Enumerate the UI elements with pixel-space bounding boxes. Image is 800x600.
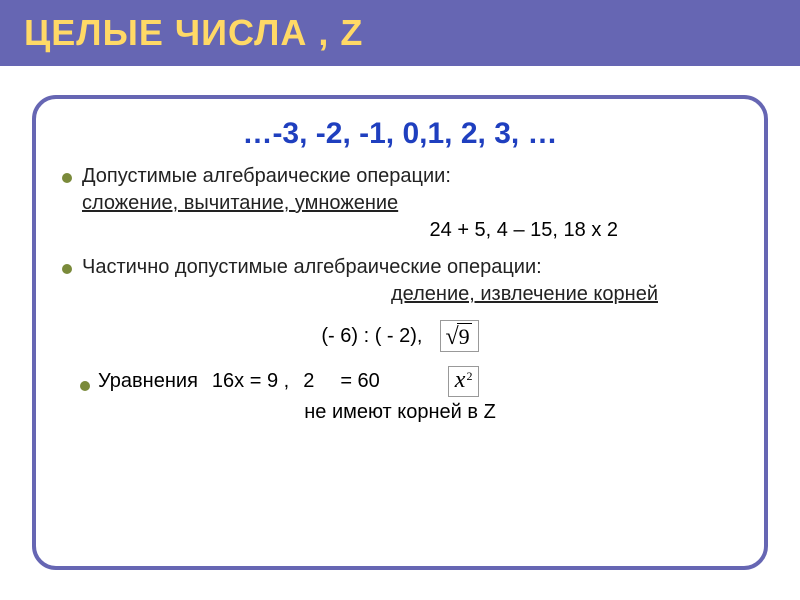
division-example: (- 6) : ( - 2), — [321, 325, 422, 348]
no-roots-statement: не имеют корней в Z — [62, 401, 738, 424]
slide-title: ЦЕЛЫЕ ЧИСЛА , Z — [24, 12, 363, 53]
bullet-item-partial-ops: Частично допустимые алгебраические опера… — [62, 256, 738, 279]
allowed-ops-list: сложение, вычитание, умножение — [82, 192, 738, 215]
x-variable: x — [455, 367, 466, 394]
bullet-icon — [62, 264, 72, 274]
x-squared-box: x2 — [448, 366, 480, 397]
partial-ops-list: деление, извлечение корней — [62, 283, 738, 306]
equation-2-lhs: 2 — [303, 370, 314, 393]
sqrt-expression: √ 9 — [440, 320, 478, 352]
slide-title-bar: ЦЕЛЫЕ ЧИСЛА , Z — [0, 0, 800, 66]
bullet-icon — [80, 381, 90, 391]
x-exponent: 2 — [466, 369, 472, 384]
equation-2-rhs: = 60 — [340, 370, 379, 393]
equations-prefix: Уравнения — [98, 370, 198, 393]
content-frame: …-3, -2, -1, 0,1, 2, 3, … Допустимые алг… — [32, 95, 768, 570]
bullet-item-allowed-ops: Допустимые алгебраические операции: — [62, 165, 738, 188]
bullet-icon — [62, 173, 72, 183]
allowed-ops-label: Допустимые алгебраические операции: — [82, 165, 451, 188]
sqrt-argument: 9 — [457, 323, 472, 350]
partial-ops-examples: (- 6) : ( - 2), √ 9 — [62, 320, 738, 352]
integer-sequence: …-3, -2, -1, 0,1, 2, 3, … — [62, 117, 738, 151]
bullet-item-equations: Уравнения 16х = 9 , 2 = 60 x2 — [80, 366, 738, 397]
equation-1: 16х = 9 , — [212, 370, 289, 393]
allowed-ops-examples: 24 + 5, 4 – 15, 18 х 2 — [62, 219, 738, 242]
partial-ops-label: Частично допустимые алгебраические опера… — [82, 256, 542, 279]
